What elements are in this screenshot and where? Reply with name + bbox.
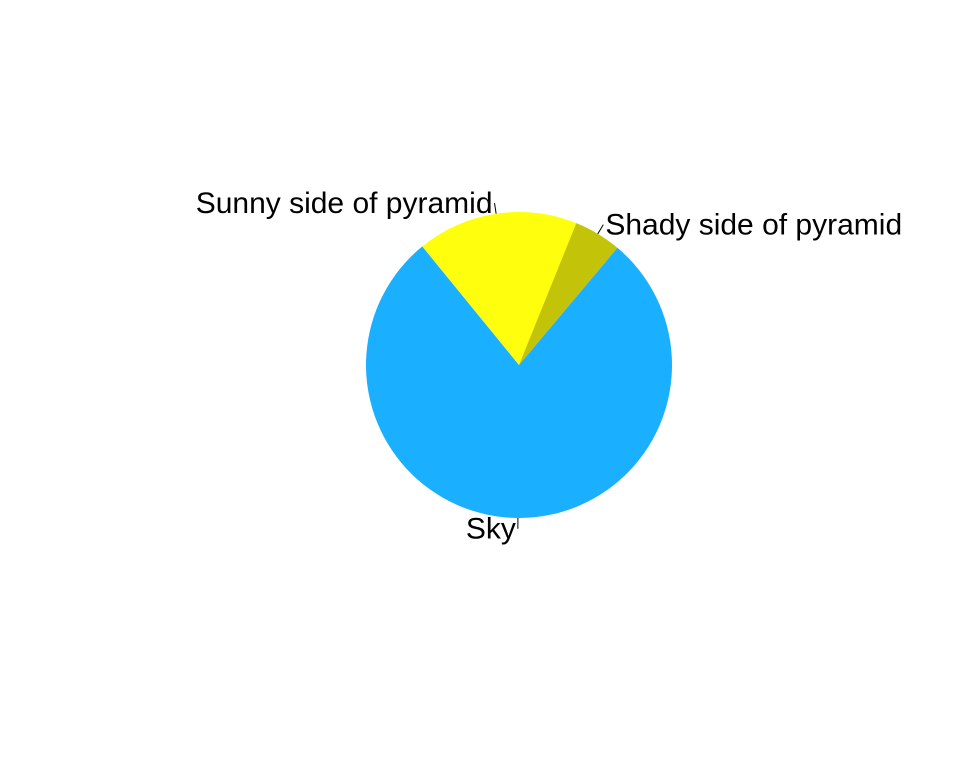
slice-label-sky: Sky: [466, 513, 516, 546]
pie-slice-shady-side-of-pyramid: [519, 223, 618, 365]
pie-slices: [366, 212, 673, 519]
slice-label-shady-side-of-pyramid: Shady side of pyramid: [605, 209, 902, 242]
pie-slice-sunny-side-of-pyramid: [422, 212, 577, 365]
pie-slice-sky: [366, 246, 673, 519]
pie-labels: Sky Sunny side of pyramid Shady side of py…: [196, 187, 902, 546]
leader-line-shady-side-of-pyramid: [597, 224, 604, 235]
slice-label-sunny-side-of-pyramid: Sunny side of pyramid: [196, 187, 493, 220]
leader-line-sunny-side-of-pyramid: [494, 203, 497, 214]
